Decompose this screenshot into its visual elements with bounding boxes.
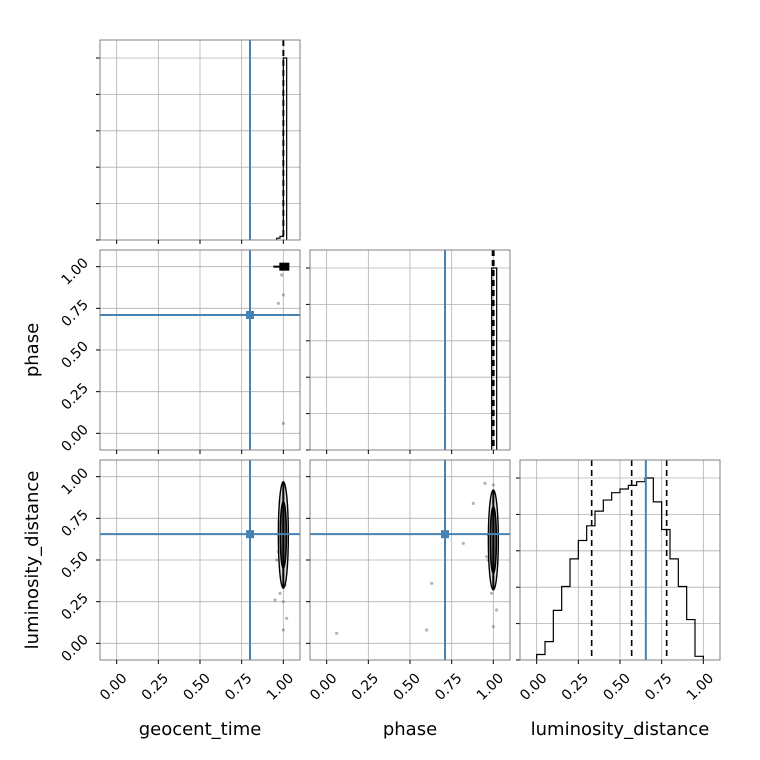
panel-phase-vs-geocent_time	[99, 249, 301, 451]
scatter-point	[483, 481, 487, 485]
density-peak	[279, 262, 290, 271]
scatter-point	[491, 483, 495, 487]
x-tick-label: 0.50	[600, 670, 633, 703]
scatter-point	[273, 598, 277, 602]
truth-marker	[246, 530, 254, 539]
x-tick-label: 0.25	[559, 670, 592, 703]
x-tick-label: 0.75	[222, 670, 255, 703]
scatter-point	[281, 600, 285, 604]
scatter-point	[425, 628, 429, 632]
scatter-point	[281, 421, 285, 425]
y-tick-label: 0.00	[58, 632, 91, 665]
x-tick-label: 0.25	[349, 670, 382, 703]
scatter-point	[281, 628, 285, 632]
scatter-point	[495, 608, 499, 612]
panel-luminosity_distance-vs-phase	[309, 459, 511, 661]
x-tick-label: 0.25	[139, 670, 172, 703]
x-tick-label: 1.00	[264, 670, 297, 703]
scatter-point	[276, 301, 280, 305]
panel-luminosity_distance-vs-geocent_time	[99, 459, 301, 661]
scatter-point	[285, 616, 289, 620]
scatter-point	[430, 581, 434, 585]
scatter-point	[491, 625, 495, 629]
y-tick-label: 0.75	[58, 507, 91, 540]
y-axis-label-luminosity_distance: luminosity_distance	[22, 471, 43, 650]
y-tick-label: 1.00	[58, 255, 91, 288]
x-axis-label-phase: phase	[383, 719, 437, 740]
x-tick-label: 0.50	[390, 670, 423, 703]
x-tick-label: 0.75	[642, 670, 675, 703]
x-tick-label: 0.00	[97, 670, 130, 703]
histogram-luminosity_distance	[536, 477, 704, 660]
truth-marker	[441, 530, 449, 539]
x-tick-label: 0.00	[517, 670, 550, 703]
y-tick-label: 0.00	[58, 422, 91, 455]
y-axis-label-phase: phase	[22, 323, 43, 377]
x-tick-label: 1.00	[684, 670, 717, 703]
scatter-point	[490, 591, 494, 595]
x-axis-label-luminosity_distance: luminosity_distance	[531, 719, 710, 740]
scatter-point	[485, 555, 489, 559]
scatter-point	[275, 558, 279, 562]
panel-geocent_time-vs-geocent_time	[96, 39, 301, 241]
scatter-point	[335, 631, 339, 635]
y-tick-label: 0.25	[58, 380, 91, 413]
scatter-point	[280, 273, 284, 277]
scatter-point	[281, 293, 285, 297]
y-tick-label: 1.00	[58, 465, 91, 498]
scatter-point	[471, 501, 475, 505]
x-tick-label: 0.50	[180, 670, 213, 703]
scatter-point	[461, 541, 465, 545]
x-axis-label-geocent_time: geocent_time	[139, 719, 262, 740]
y-tick-label: 0.25	[58, 590, 91, 623]
histogram-phase	[491, 267, 498, 450]
y-tick-label: 0.75	[58, 297, 91, 330]
truth-marker	[246, 311, 254, 319]
panel-phase-vs-phase	[306, 249, 511, 451]
y-tick-label: 0.50	[58, 338, 91, 371]
y-tick-label: 0.50	[58, 548, 91, 581]
x-tick-label: 1.00	[474, 670, 507, 703]
panel-luminosity_distance-vs-luminosity_distance	[516, 459, 721, 661]
x-tick-label: 0.00	[307, 670, 340, 703]
scatter-point	[278, 591, 282, 595]
x-tick-label: 0.75	[432, 670, 465, 703]
histogram-geocent_time	[276, 57, 288, 240]
